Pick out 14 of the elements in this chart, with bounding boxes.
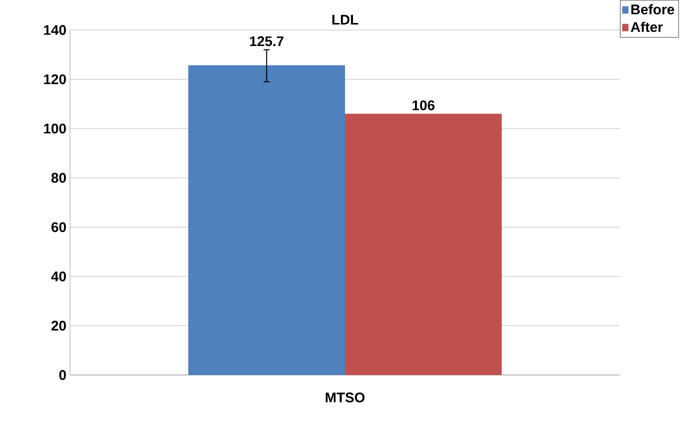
y-tick-label: 100 — [44, 124, 66, 134]
y-tick-label: 60 — [51, 222, 66, 232]
legend-label: Before — [631, 4, 674, 14]
y-tick-label: 20 — [51, 320, 66, 331]
x-tick-label: MTSO — [326, 392, 365, 402]
y-tick-label: 0 — [59, 370, 66, 380]
y-tick-label: 140 — [44, 25, 66, 35]
data-label: 125.7 — [250, 36, 284, 46]
y-tick-label: 40 — [51, 271, 66, 282]
chart-title: LDL — [332, 14, 358, 24]
legend-label: After — [630, 22, 663, 32]
y-tick-label: 120 — [44, 74, 66, 84]
data-label: 106 — [412, 100, 435, 110]
y-tick-label: 80 — [51, 172, 66, 183]
